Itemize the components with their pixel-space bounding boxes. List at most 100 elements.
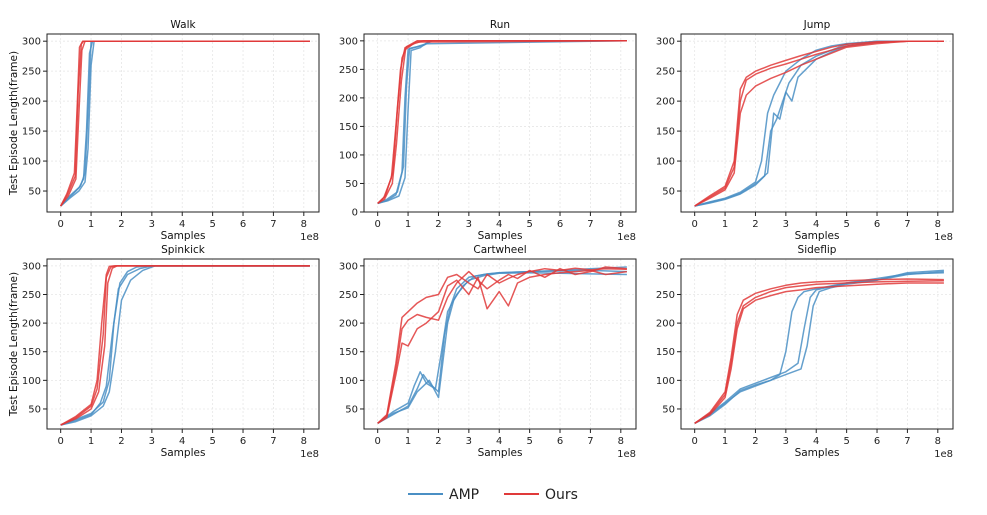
y-tick-label: 50 xyxy=(345,179,358,190)
series-line-ours-5 xyxy=(694,40,944,207)
x-offset-label: 1e8 xyxy=(300,449,319,460)
series-line-ours-5 xyxy=(377,269,628,424)
y-tick-label: 250 xyxy=(22,290,41,301)
x-tick-label: 8 xyxy=(618,436,624,447)
series-line-amp-2 xyxy=(694,40,944,207)
x-tick-label: 8 xyxy=(301,436,307,447)
legend: AMP Ours xyxy=(408,487,578,503)
subplot-title: Cartwheel xyxy=(473,244,526,256)
series-line-amp-3 xyxy=(60,40,310,207)
x-axis-label: Samples xyxy=(478,447,523,459)
axes-frame xyxy=(46,258,320,430)
subplot-jump: 0 1 2 3 4 5 6 7 8 50 100 150 200 250 300 Jump Samples 1e8 xyxy=(656,19,954,243)
x-tick-label: 3 xyxy=(783,436,789,447)
y-tick-label: 250 xyxy=(656,290,675,301)
y-tick-label: 300 xyxy=(656,261,675,272)
x-tick-label: 6 xyxy=(874,219,880,230)
y-axis-label: Test Episode Length(frame) xyxy=(8,51,20,196)
x-tick-label: 2 xyxy=(435,436,441,447)
x-tick-label: 4 xyxy=(496,436,502,447)
x-tick-label: 1 xyxy=(88,219,94,230)
series-line-ours-5 xyxy=(60,265,310,426)
subplot-walk: 0 1 2 3 4 5 6 7 8 50 100 150 200 250 300 Walk Samples 1e8… xyxy=(8,19,320,243)
y-tick-label: 100 xyxy=(656,157,675,168)
series-line-amp-3 xyxy=(377,40,627,205)
x-tick-label: 0 xyxy=(57,436,63,447)
y-tick-label: 200 xyxy=(656,319,675,330)
axes-frame xyxy=(363,33,637,213)
subplot-title: Sideflip xyxy=(798,244,837,256)
y-tick-label: 200 xyxy=(339,319,358,330)
x-tick-label: 3 xyxy=(149,219,155,230)
subplot-run: 0 1 2 3 4 5 6 7 8 0 50 100 150 200 250 300 Run Samples 1e8 xyxy=(339,19,637,243)
y-tick-label: 0 xyxy=(352,208,358,219)
x-tick-label: 5 xyxy=(843,219,849,230)
x-offset-label: 1e8 xyxy=(934,232,953,243)
y-tick-label: 150 xyxy=(339,347,358,358)
y-tick-label: 250 xyxy=(656,67,675,78)
x-tick-label: 7 xyxy=(904,436,910,447)
x-tick-label: 8 xyxy=(618,219,624,230)
y-tick-label: 150 xyxy=(339,122,358,133)
series-line-ours-4 xyxy=(377,40,627,204)
x-tick-label: 6 xyxy=(557,436,563,447)
x-axis-label: Samples xyxy=(795,230,840,242)
y-tick-label: 300 xyxy=(339,261,358,272)
series-line-amp-2 xyxy=(377,40,627,205)
series-line-amp-1 xyxy=(60,40,310,207)
x-tick-label: 6 xyxy=(240,219,246,230)
x-tick-label: 3 xyxy=(783,219,789,230)
series-line-ours-5 xyxy=(377,40,627,204)
y-tick-label: 200 xyxy=(339,93,358,104)
x-tick-label: 3 xyxy=(149,436,155,447)
x-tick-label: 0 xyxy=(374,219,380,230)
x-tick-label: 1 xyxy=(405,436,411,447)
x-tick-label: 2 xyxy=(752,219,758,230)
x-tick-label: 1 xyxy=(722,219,728,230)
x-tick-label: 0 xyxy=(57,219,63,230)
series-line-amp-1 xyxy=(377,266,627,424)
legend-amp-label: AMP xyxy=(449,487,479,503)
x-tick-label: 3 xyxy=(466,436,472,447)
x-tick-label: 4 xyxy=(496,219,502,230)
x-offset-label: 1e8 xyxy=(617,232,636,243)
x-tick-label: 7 xyxy=(270,219,276,230)
x-offset-label: 1e8 xyxy=(617,449,636,460)
x-tick-label: 7 xyxy=(270,436,276,447)
series-line-ours-6 xyxy=(377,40,627,205)
y-tick-label: 200 xyxy=(22,97,41,108)
x-tick-label: 2 xyxy=(435,219,441,230)
x-axis-label: Samples xyxy=(795,447,840,459)
y-tick-label: 300 xyxy=(656,37,675,48)
series-line-ours-6 xyxy=(694,40,944,207)
y-tick-label: 200 xyxy=(656,97,675,108)
y-tick-label: 50 xyxy=(662,404,675,415)
x-tick-label: 7 xyxy=(904,219,910,230)
y-tick-label: 300 xyxy=(22,37,41,48)
y-tick-label: 100 xyxy=(339,376,358,387)
x-tick-label: 2 xyxy=(752,436,758,447)
series-line-amp-3 xyxy=(694,40,944,207)
series-line-ours-4 xyxy=(377,267,627,424)
y-tick-label: 150 xyxy=(22,127,41,138)
x-tick-label: 4 xyxy=(813,436,819,447)
x-tick-label: 5 xyxy=(843,436,849,447)
y-tick-label: 250 xyxy=(339,290,358,301)
axes-frame xyxy=(46,33,320,213)
y-tick-label: 100 xyxy=(656,376,675,387)
y-tick-label: 150 xyxy=(656,127,675,138)
y-tick-label: 100 xyxy=(22,157,41,168)
y-tick-label: 100 xyxy=(339,150,358,161)
series-line-amp-1 xyxy=(377,40,627,205)
series-line-amp-2 xyxy=(60,265,310,426)
subplot-cartwheel: 0 1 2 3 4 5 6 7 8 50 100 150 200 250 300 Cartwheel Sampl… xyxy=(339,244,637,460)
x-tick-label: 4 xyxy=(179,436,185,447)
x-tick-label: 0 xyxy=(691,219,697,230)
subplot-title: Spinkick xyxy=(161,244,206,256)
y-tick-label: 200 xyxy=(22,319,41,330)
subplot-sideflip: 0 1 2 3 4 5 6 7 8 50 100 150 200 250 300 Sideflip Sample… xyxy=(656,244,954,460)
x-tick-label: 5 xyxy=(526,219,532,230)
y-tick-label: 50 xyxy=(662,187,675,198)
